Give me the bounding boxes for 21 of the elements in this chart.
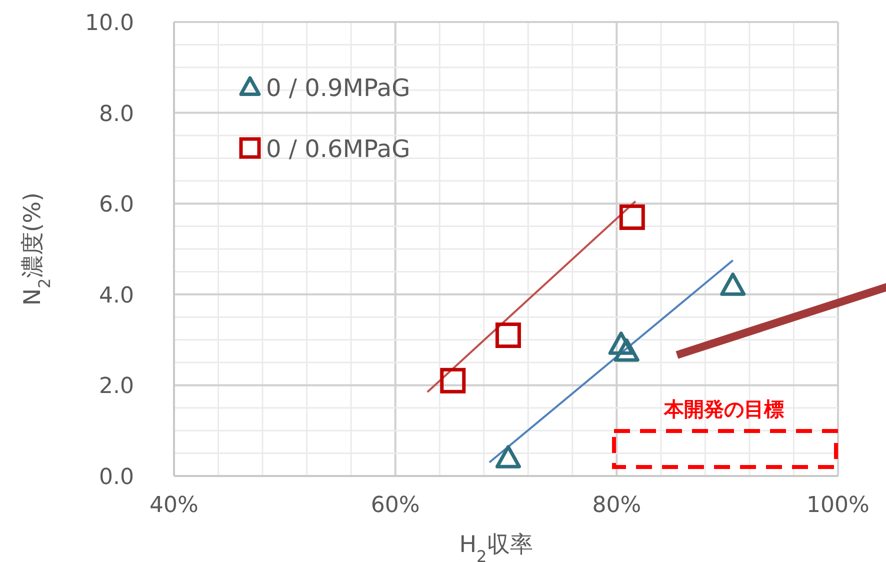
legend-label: 0 / 0.9MPaG (266, 74, 410, 102)
legend-label: 0 / 0.6MPaG (266, 135, 410, 163)
point (608, 332, 634, 355)
y-tick-label: 8.0 (99, 102, 134, 127)
point (720, 272, 746, 296)
point (495, 445, 521, 468)
x-tick-label: 100% (806, 493, 870, 518)
y-tick-label: 10.0 (85, 11, 134, 36)
x-axis-title: H$_{2}$収率 (459, 532, 533, 562)
x-tick-label: 80% (592, 493, 642, 518)
y-tick-label: 4.0 (99, 283, 134, 308)
point (495, 322, 521, 348)
y-tick-label: 2.0 (99, 374, 134, 400)
x-tick-label: 40% (150, 493, 198, 518)
annotation: 本開発の目標 (663, 397, 784, 421)
point (614, 338, 640, 362)
point (619, 204, 645, 230)
point (440, 368, 466, 394)
y-tick-label: 6.0 (99, 192, 134, 218)
x-tick-label: 60% (370, 493, 420, 518)
y-tick-label: 0.0 (99, 465, 134, 490)
